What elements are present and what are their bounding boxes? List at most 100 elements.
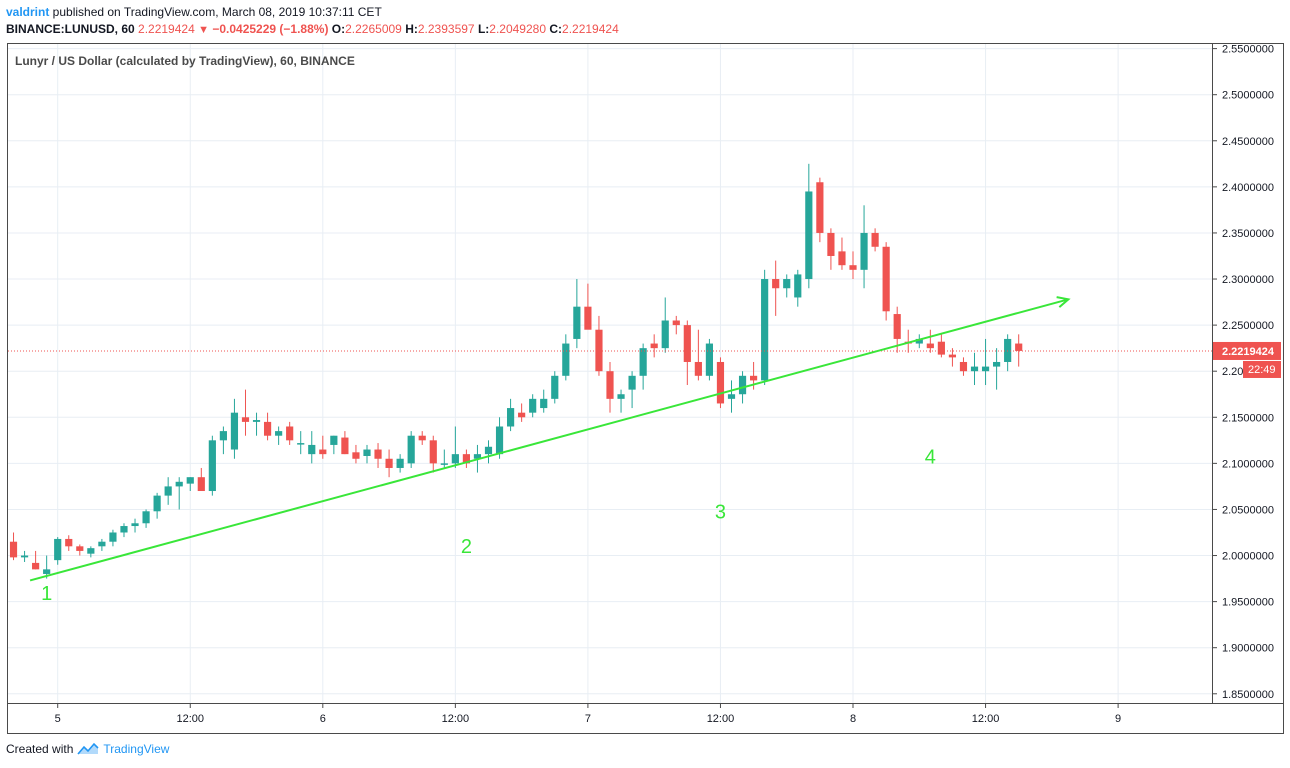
y-tick-label: 2.0000000: [1222, 551, 1274, 563]
wave-label-4: 4: [925, 446, 936, 468]
candle-body: [462, 454, 470, 464]
candle-body: [308, 444, 316, 455]
x-tick-label: 7: [585, 713, 591, 725]
ohlc-header: BINANCE:LUNUSD, 60 2.2219424 ▼ −0.042522…: [6, 22, 619, 36]
candle-body: [76, 546, 84, 551]
candle-body: [385, 458, 393, 468]
candle-body: [705, 343, 714, 376]
candle-body: [495, 426, 504, 455]
last-price-tag: [1213, 341, 1281, 360]
candle-body: [716, 361, 725, 404]
candle-body: [32, 562, 40, 570]
price-axis[interactable]: 2.5500000 2.5000000 2.4500000 2.4000000 2.35…: [1212, 44, 1274, 701]
chart-overlays: 1 2 3 4: [8, 296, 1212, 605]
candle-body: [9, 541, 18, 558]
candle-body: [374, 449, 382, 459]
candle-body: [639, 348, 647, 376]
wave-label-2: 2: [461, 536, 472, 558]
candle-body: [418, 435, 426, 441]
candle-body: [54, 538, 62, 561]
candle-body: [1004, 338, 1012, 362]
candle-body: [595, 329, 603, 372]
candle-body: [219, 431, 227, 441]
username-link[interactable]: valdrint: [6, 5, 50, 19]
candle-body: [363, 449, 371, 456]
candle-body: [993, 361, 1001, 367]
candle-body: [120, 526, 128, 533]
bar-countdown-tag: [1243, 360, 1281, 378]
candle-body: [484, 446, 493, 455]
candle-body: [915, 338, 923, 344]
candle-body: [529, 398, 537, 413]
candle-body: [506, 408, 515, 427]
wave-label-1: 1: [41, 583, 52, 605]
candle-body: [750, 375, 758, 381]
candle-body: [628, 375, 636, 390]
candle-body: [970, 366, 979, 372]
candle-body: [186, 477, 194, 484]
y-tick-label: 2.0500000: [1222, 504, 1274, 516]
candle-body: [783, 279, 791, 289]
candle-body: [860, 232, 868, 270]
candle-body: [175, 481, 183, 487]
footer: Created with TradingView: [6, 742, 169, 756]
created-with-text: Created with: [6, 742, 74, 756]
candle-body: [407, 435, 415, 464]
candle-body: [805, 191, 813, 280]
candle-body: [838, 251, 846, 266]
candle-body: [252, 420, 261, 422]
candle-body: [948, 354, 957, 358]
candle-body: [937, 341, 945, 355]
candle-body: [981, 366, 990, 372]
candle-body: [131, 523, 139, 527]
x-tick-label: 8: [850, 713, 856, 725]
y-tick-label: 2.3000000: [1222, 274, 1274, 286]
candle-body: [672, 320, 680, 326]
candle-body: [694, 361, 702, 376]
candle-body: [849, 265, 857, 270]
close-value: 2.2219424: [562, 22, 619, 36]
x-tick-label: 12:00: [176, 713, 204, 725]
time-axis[interactable]: 5 12:00 6 12:00 7 12:00 8 12:00 9: [55, 703, 1122, 725]
trendline-arrowhead: [1056, 296, 1071, 308]
candle-body: [772, 279, 780, 289]
tradingview-logo-icon: [77, 742, 99, 755]
candle-body: [573, 306, 581, 339]
candle-body: [827, 232, 835, 256]
y-tick-label: 2.3500000: [1222, 228, 1274, 240]
candle-body: [1015, 343, 1023, 351]
candle-body: [319, 449, 327, 455]
chart-title: Lunyr / US Dollar (calculated by Trading…: [15, 54, 355, 68]
high-label: H:: [405, 22, 418, 36]
candle-body: [230, 412, 239, 450]
x-tick-label: 5: [55, 713, 61, 725]
y-tick-label: 2.1500000: [1222, 412, 1274, 424]
open-label: O:: [331, 22, 346, 36]
y-tick-label: 1.9000000: [1222, 643, 1274, 655]
tradingview-brand-link[interactable]: TradingView: [103, 742, 170, 756]
price-labels: 2.2219424 22:49: [1213, 341, 1281, 378]
candle-body: [153, 495, 161, 512]
price-change: −0.0425229 (−1.88%): [212, 22, 329, 36]
candle-body: [341, 437, 349, 455]
x-tick-label: 6: [320, 713, 326, 725]
candle-body: [297, 443, 305, 445]
candle-body: [352, 452, 360, 459]
candle-body: [794, 274, 802, 298]
candle-body: [959, 361, 968, 372]
x-tick-label: 12:00: [442, 713, 470, 725]
candle-body: [87, 548, 95, 554]
candle-body: [871, 232, 879, 247]
x-tick-label: 12:00: [972, 713, 1000, 725]
candle-body: [683, 325, 691, 362]
candle-body: [330, 435, 338, 445]
candle-body: [429, 440, 437, 464]
last-price: 2.2219424: [138, 22, 195, 36]
candle-body: [109, 532, 117, 542]
candle-body: [727, 394, 736, 399]
candle-body: [540, 398, 548, 409]
candle-body: [440, 463, 448, 465]
x-tick-label: 12:00: [707, 713, 735, 725]
candle-body: [617, 394, 625, 399]
